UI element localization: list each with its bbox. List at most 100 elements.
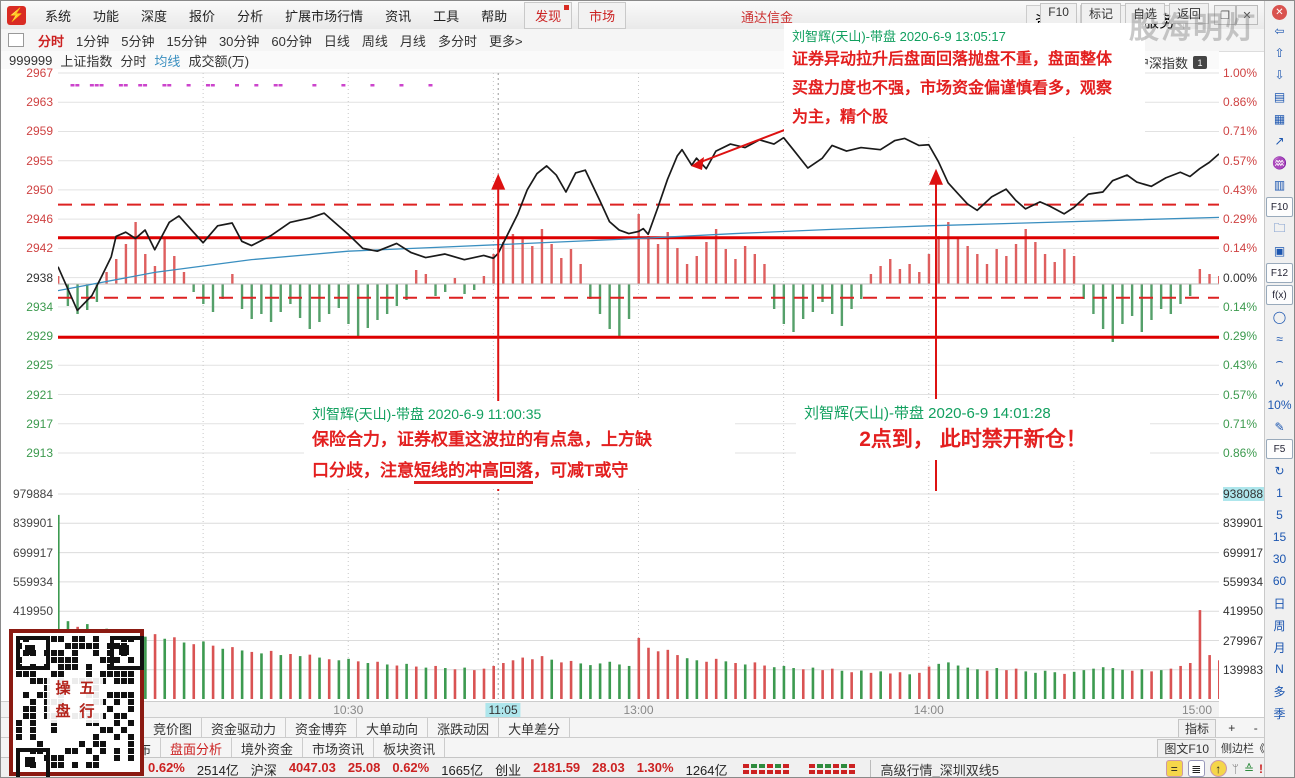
menu-功能[interactable]: 功能: [93, 8, 120, 24]
volume-bar: [579, 663, 583, 699]
period-5min[interactable]: 5: [1276, 508, 1283, 522]
period-60min[interactable]: 60: [1272, 574, 1287, 588]
time-label-15:00: 15:00: [1181, 703, 1213, 717]
button-F10[interactable]: F10: [1040, 3, 1077, 24]
side-panel-toggle[interactable]: 侧边栏《: [1221, 743, 1265, 755]
f12-button[interactable]: F12: [1266, 263, 1293, 283]
period-多分时[interactable]: 多分时: [437, 33, 477, 49]
tab-竞价图[interactable]: 竞价图: [144, 717, 203, 739]
volume-bar: [589, 665, 592, 699]
volume-bar: [869, 672, 873, 699]
oscillator-bar: [831, 284, 834, 314]
indicator-button[interactable]: 指标: [1177, 719, 1216, 738]
period-30分钟[interactable]: 30分钟: [218, 33, 260, 49]
page-up-icon[interactable]: ⇧: [1274, 46, 1285, 60]
volume-bar: [918, 672, 921, 699]
period-1min[interactable]: 1: [1276, 486, 1283, 500]
pencil-icon[interactable]: ✎: [1274, 420, 1285, 434]
f5-button[interactable]: F5: [1266, 439, 1293, 459]
period-month[interactable]: 月: [1273, 640, 1286, 655]
graphic-f10-button[interactable]: 图文F10: [1157, 739, 1216, 758]
quote-list-icon[interactable]: ▤: [1273, 90, 1286, 104]
portfolio-icon[interactable]: ▣: [1273, 244, 1286, 258]
oscillator-bar: [511, 234, 515, 284]
percent-axis-label: 0.00%: [1223, 270, 1258, 285]
refresh-icon[interactable]: ↻: [1274, 464, 1285, 478]
volume-bar: [182, 642, 186, 699]
f10-button[interactable]: F10: [1266, 197, 1293, 217]
period-分时[interactable]: 分时: [38, 33, 65, 49]
period-更多>[interactable]: 更多>: [488, 33, 523, 49]
market-button[interactable]: 市场: [578, 1, 627, 29]
pulse-icon[interactable]: ∿: [1274, 376, 1285, 390]
ma-legend[interactable]: 均线: [154, 53, 181, 69]
intraday-chart-svg[interactable]: [58, 69, 1219, 701]
alert-icon[interactable]: !: [1259, 761, 1263, 776]
period-n[interactable]: N: [1275, 662, 1284, 676]
tab-盘面分析[interactable]: 盘面分析: [161, 737, 233, 759]
discover-button[interactable]: 发现: [524, 1, 573, 29]
menu-帮助[interactable]: 帮助: [481, 8, 508, 24]
menu-分析[interactable]: 分析: [237, 8, 264, 24]
oscillator-bar: [366, 284, 369, 328]
back-arrow-icon[interactable]: ⇦: [1274, 24, 1285, 38]
button-标记[interactable]: 标记: [1080, 3, 1121, 24]
tab-资金博弈[interactable]: 资金博弈: [286, 717, 358, 739]
period-周线[interactable]: 周线: [361, 33, 388, 49]
balance-icon[interactable]: =: [1165, 760, 1183, 777]
menu-深度[interactable]: 深度: [141, 8, 168, 24]
tab-资金驱动力[interactable]: 资金驱动力: [202, 717, 287, 739]
circle-tool-icon[interactable]: ◯: [1272, 310, 1287, 324]
tab-板块资讯[interactable]: 板块资讯: [374, 737, 446, 759]
tab-境外资金[interactable]: 境外资金: [232, 737, 304, 759]
percent-scale-button[interactable]: 10%: [1267, 398, 1292, 412]
info-panel-icon[interactable]: ▥: [1273, 178, 1286, 192]
volume-axis-label: 139983: [1223, 662, 1264, 677]
tab-市场资讯[interactable]: 市场资讯: [303, 737, 375, 759]
mountain-icon[interactable]: ⌢: [1275, 353, 1284, 368]
feed-name[interactable]: 高级行情_深圳双线5: [869, 759, 999, 777]
oscillator-bar: [801, 284, 805, 319]
zoom-in-button[interactable]: +: [1228, 721, 1236, 735]
period-15分钟[interactable]: 15分钟: [166, 33, 207, 49]
restore-button[interactable]: ❐: [1214, 5, 1236, 25]
period-60分钟[interactable]: 60分钟: [271, 33, 312, 49]
period-30min[interactable]: 30: [1272, 552, 1287, 566]
period-quarter[interactable]: 季: [1273, 706, 1286, 721]
index-selector[interactable]: 沪深指数 1: [1136, 53, 1208, 72]
tab-大单差分[interactable]: 大单差分: [499, 717, 571, 739]
menu-资讯[interactable]: 资讯: [385, 8, 412, 24]
document-icon[interactable]: ≣: [1187, 760, 1205, 777]
menu-报价[interactable]: 报价: [189, 8, 216, 24]
page-down-icon[interactable]: ⇩: [1274, 68, 1285, 82]
menu-系统[interactable]: 系统: [45, 8, 72, 24]
button-返回[interactable]: 返回: [1168, 3, 1209, 24]
chart-area[interactable]: [1, 69, 1219, 717]
period-15min[interactable]: 15: [1272, 530, 1287, 544]
report-grid-icon[interactable]: ▦: [1273, 112, 1286, 126]
period-multi[interactable]: 多: [1273, 684, 1286, 699]
period-day[interactable]: 日: [1273, 596, 1286, 611]
period-5分钟[interactable]: 5分钟: [121, 33, 155, 49]
formula-icon[interactable]: f(x): [1266, 285, 1293, 305]
trend-line-icon[interactable]: ↗: [1274, 134, 1285, 148]
tab-涨跌动因[interactable]: 涨跌动因: [428, 717, 500, 739]
menu-工具[interactable]: 工具: [433, 8, 460, 24]
period-日线[interactable]: 日线: [323, 33, 350, 49]
zoom-out-button[interactable]: -: [1253, 721, 1258, 735]
period-月线[interactable]: 月线: [399, 33, 426, 49]
signal-dot-icon: [138, 84, 143, 87]
wave-icon[interactable]: ≈: [1276, 332, 1283, 346]
period-week[interactable]: 周: [1273, 618, 1286, 633]
close-button[interactable]: ✕: [1236, 5, 1258, 25]
coin-up-icon[interactable]: ↑: [1209, 760, 1227, 777]
close-icon[interactable]: ✕: [1272, 5, 1287, 20]
layout-icon[interactable]: [8, 33, 24, 47]
menu-扩展市场行情[interactable]: 扩展市场行情: [285, 8, 364, 24]
oscillator-bar: [1063, 249, 1066, 284]
kline-icon[interactable]: ♒: [1272, 156, 1287, 170]
period-1分钟[interactable]: 1分钟: [76, 33, 110, 49]
button-自选[interactable]: 自选: [1124, 3, 1165, 24]
folder-icon[interactable]: 🗀: [1273, 220, 1286, 235]
tab-大单动向[interactable]: 大单动向: [357, 717, 429, 739]
